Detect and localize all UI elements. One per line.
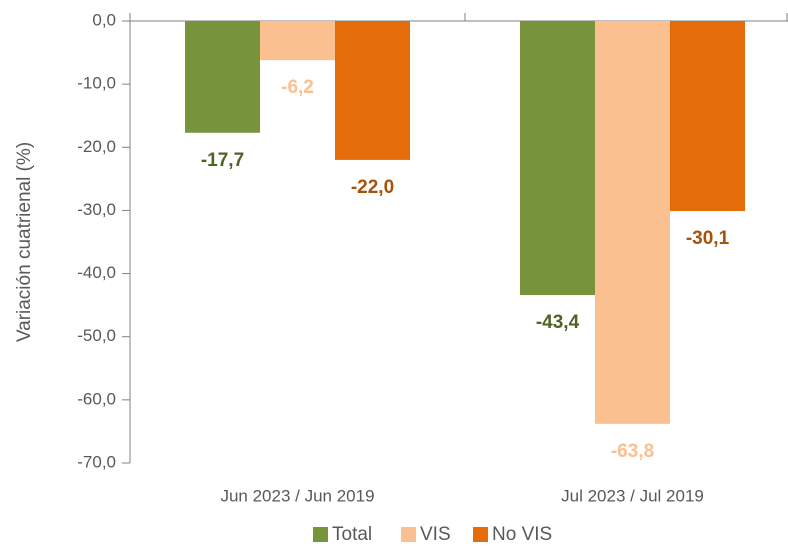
y-axis-title: Variación cuatrienal (%) [14, 142, 35, 342]
legend-swatch [473, 527, 488, 542]
x-tick-label: Jun 2023 / Jun 2019 [220, 486, 374, 505]
value-label: -43,4 [536, 312, 580, 333]
bar [335, 21, 410, 160]
value-label: -6,2 [281, 77, 314, 98]
value-label: -63,8 [611, 441, 654, 462]
bar [185, 21, 260, 133]
legend-swatch [313, 527, 328, 542]
bar [595, 21, 670, 424]
legend-swatch [401, 527, 416, 542]
bar [260, 21, 335, 61]
y-tick-label: -50,0 [77, 326, 116, 345]
y-tick-label: -10,0 [77, 74, 116, 93]
value-label: -30,1 [686, 228, 730, 249]
bar [670, 21, 745, 212]
y-tick-label: -70,0 [77, 452, 116, 471]
y-tick-label: -30,0 [77, 200, 116, 219]
legend-label: VIS [420, 524, 451, 545]
y-tick-label: -40,0 [77, 263, 116, 282]
value-label: -22,0 [351, 177, 394, 198]
y-tick-label: -60,0 [77, 389, 116, 408]
legend-label: Total [332, 524, 372, 545]
x-tick-label: Jul 2023 / Jul 2019 [561, 486, 704, 505]
y-tick-label: -20,0 [77, 137, 116, 156]
legend-label: No VIS [492, 524, 552, 545]
bar [520, 21, 595, 296]
value-label: -17,7 [201, 150, 244, 171]
y-tick-label: 0,0 [92, 10, 116, 29]
